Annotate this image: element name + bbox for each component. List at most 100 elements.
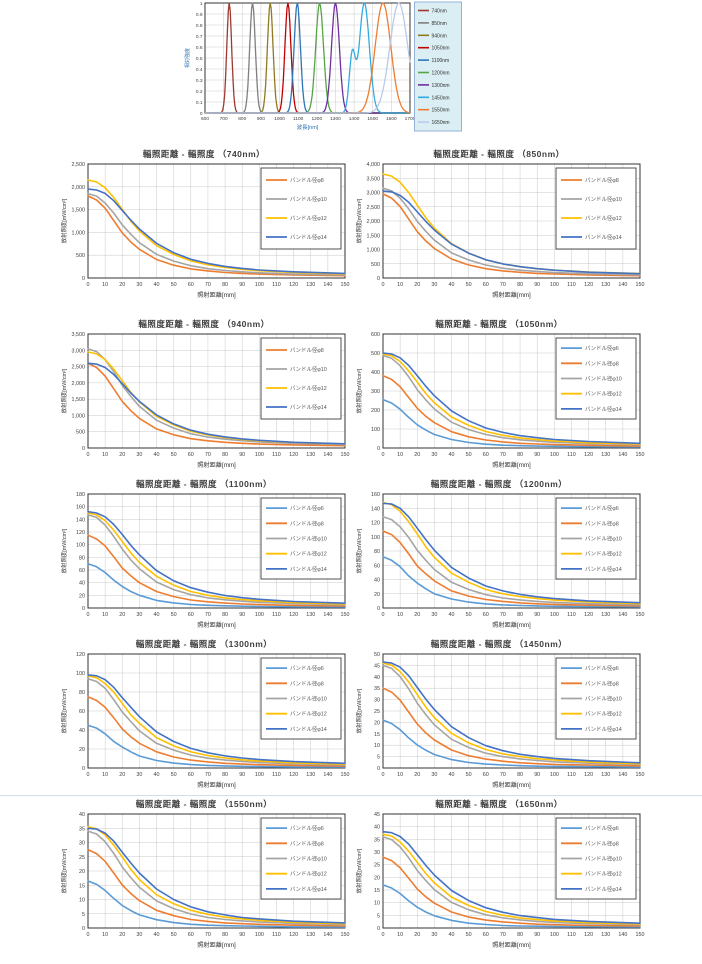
svg-text:15: 15 <box>374 888 380 894</box>
svg-text:0.4: 0.4 <box>196 67 203 73</box>
legend-label: バンドル径φ10 <box>585 535 622 543</box>
legend-label: バンドル径φ12 <box>585 870 622 878</box>
series-バンドル径φ6 <box>382 884 641 928</box>
svg-text:20: 20 <box>414 772 420 778</box>
svg-text:10: 10 <box>102 772 108 778</box>
chart-title: 輻照度距離 - 輻照度 （1550nm） <box>135 799 273 809</box>
svg-text:40: 40 <box>154 932 160 938</box>
legend: バンドル径φ6 バンドル径φ8 バンドル径φ10 バンドル径φ12 バンドル径φ14 <box>555 817 637 900</box>
legend-label: バンドル径φ14 <box>290 403 327 411</box>
svg-text:2,000: 2,000 <box>72 381 86 387</box>
svg-text:1: 1 <box>200 1 203 7</box>
svg-text:120: 120 <box>289 452 298 458</box>
svg-text:4,000: 4,000 <box>367 162 381 168</box>
svg-text:40: 40 <box>449 612 455 618</box>
svg-text:50: 50 <box>171 932 177 938</box>
svg-text:0: 0 <box>87 772 90 778</box>
svg-text:50: 50 <box>171 452 177 458</box>
chart-title: 輻照距離 - 輻照度 （1650nm） <box>435 799 563 809</box>
svg-text:50: 50 <box>466 282 472 288</box>
series-バンドル径φ10 <box>382 515 641 606</box>
legend-label: バンドル径φ8 <box>290 839 324 847</box>
svg-text:30: 30 <box>431 612 437 618</box>
svg-text:90: 90 <box>534 612 540 618</box>
x-axis-label: 照射距離[mm] <box>492 941 531 949</box>
svg-text:50: 50 <box>466 932 472 938</box>
svg-text:60: 60 <box>188 282 194 288</box>
svg-text:150: 150 <box>636 612 645 618</box>
plot-border <box>382 653 641 769</box>
legend-label: バンドル径φ12 <box>585 214 622 222</box>
svg-text:20: 20 <box>414 932 420 938</box>
svg-text:80: 80 <box>517 452 523 458</box>
svg-text:130: 130 <box>601 772 610 778</box>
y-axis-label: 放射照度[mW/cm²] <box>355 848 363 893</box>
svg-text:30: 30 <box>136 452 142 458</box>
y-axis-label: 相対強度 <box>184 48 191 68</box>
chart-1450nm-plot: 0 10 20 30 40 50 60 70 80 90 100 110 120 130 140 150 0 5 1… <box>355 652 645 789</box>
svg-text:0: 0 <box>82 606 85 612</box>
svg-text:60: 60 <box>483 282 489 288</box>
chart-850nm: 輻照度距離 - 輻照度 （850nm） 0 10 20 30 40 50 60 70 80 90 10… <box>353 148 645 314</box>
legend: バンドル径φ6 バンドル径φ8 バンドル径φ10 バンドル径φ12 バンドル径φ14 <box>260 497 342 580</box>
svg-text:30: 30 <box>431 282 437 288</box>
svg-text:2,500: 2,500 <box>72 162 86 168</box>
svg-text:150: 150 <box>341 282 350 288</box>
svg-text:1500: 1500 <box>367 116 378 122</box>
plot-border <box>87 653 346 769</box>
svg-text:90: 90 <box>534 772 540 778</box>
svg-text:40: 40 <box>374 675 380 681</box>
y-axis-label: 放射照度[mW/cm²] <box>355 688 363 733</box>
svg-text:50: 50 <box>466 612 472 618</box>
series-バンドル径φ8 <box>382 687 641 767</box>
svg-text:100: 100 <box>550 772 559 778</box>
legend-label: バンドル径φ10 <box>290 855 327 863</box>
y-axis-label: 放射照度[mW/cm²] <box>60 688 68 733</box>
legend: バンドル径φ6 バンドル径φ8 バンドル径φ10 バンドル径φ12 バンドル径φ14 <box>260 657 342 740</box>
axis-ticks: 0 10 20 30 40 50 60 70 80 90 100 110 120 130 140 150 0 10… <box>371 332 645 458</box>
series-バンドル径φ10 <box>87 192 346 276</box>
svg-text:3,500: 3,500 <box>72 332 86 338</box>
svg-text:60: 60 <box>188 612 194 618</box>
svg-text:30: 30 <box>79 841 85 847</box>
svg-text:120: 120 <box>584 612 593 618</box>
svg-text:120: 120 <box>289 282 298 288</box>
svg-text:60: 60 <box>483 772 489 778</box>
svg-text:20: 20 <box>119 612 125 618</box>
legend-label: バンドル径φ14 <box>290 725 327 733</box>
chart-1650nm: 輻照距離 - 輻照度 （1650nm） 0 10 20 30 40 50 60 70 80 90 10… <box>353 798 645 964</box>
legend-label: バンドル径φ12 <box>290 550 327 558</box>
svg-text:20: 20 <box>79 747 85 753</box>
x-axis-label: 照射距離[mm] <box>492 621 531 629</box>
svg-text:800: 800 <box>238 116 246 122</box>
svg-text:140: 140 <box>323 612 332 618</box>
series-バンドル径φ14 <box>382 661 641 764</box>
svg-text:1,000: 1,000 <box>367 248 381 254</box>
svg-text:15: 15 <box>79 883 85 889</box>
svg-text:80: 80 <box>79 555 85 561</box>
svg-text:150: 150 <box>341 772 350 778</box>
svg-text:3,500: 3,500 <box>367 176 381 182</box>
svg-text:60: 60 <box>483 612 489 618</box>
svg-text:140: 140 <box>323 932 332 938</box>
svg-text:120: 120 <box>289 772 298 778</box>
legend-label: バンドル径φ6 <box>585 824 619 832</box>
legend-label: バンドル径φ12 <box>585 710 622 718</box>
legend-label: バンドル径φ10 <box>290 365 327 373</box>
legend-label: バンドル径φ8 <box>585 839 619 847</box>
svg-text:120: 120 <box>371 521 380 527</box>
chart-title: 輻照距離 - 輻照度 （1050nm） <box>435 319 563 329</box>
svg-text:0: 0 <box>377 926 380 932</box>
legend-label: バンドル径φ10 <box>585 375 622 383</box>
svg-text:40: 40 <box>374 578 380 584</box>
legend-label: バンドル径φ12 <box>290 384 327 392</box>
series-バンドル径φ8 <box>87 195 346 277</box>
svg-text:2,500: 2,500 <box>72 365 86 371</box>
svg-text:15: 15 <box>374 732 380 738</box>
svg-text:120: 120 <box>584 932 593 938</box>
legend-label: バンドル径φ6 <box>290 664 324 672</box>
legend-label: 740nm <box>432 9 447 15</box>
svg-text:25: 25 <box>374 709 380 715</box>
legend: バンドル径φ6 バンドル径φ8 バンドル径φ10 バンドル径φ12 バンドル径φ14 <box>555 497 637 580</box>
y-axis-label: 放射照度[mW/cm²] <box>60 198 68 243</box>
